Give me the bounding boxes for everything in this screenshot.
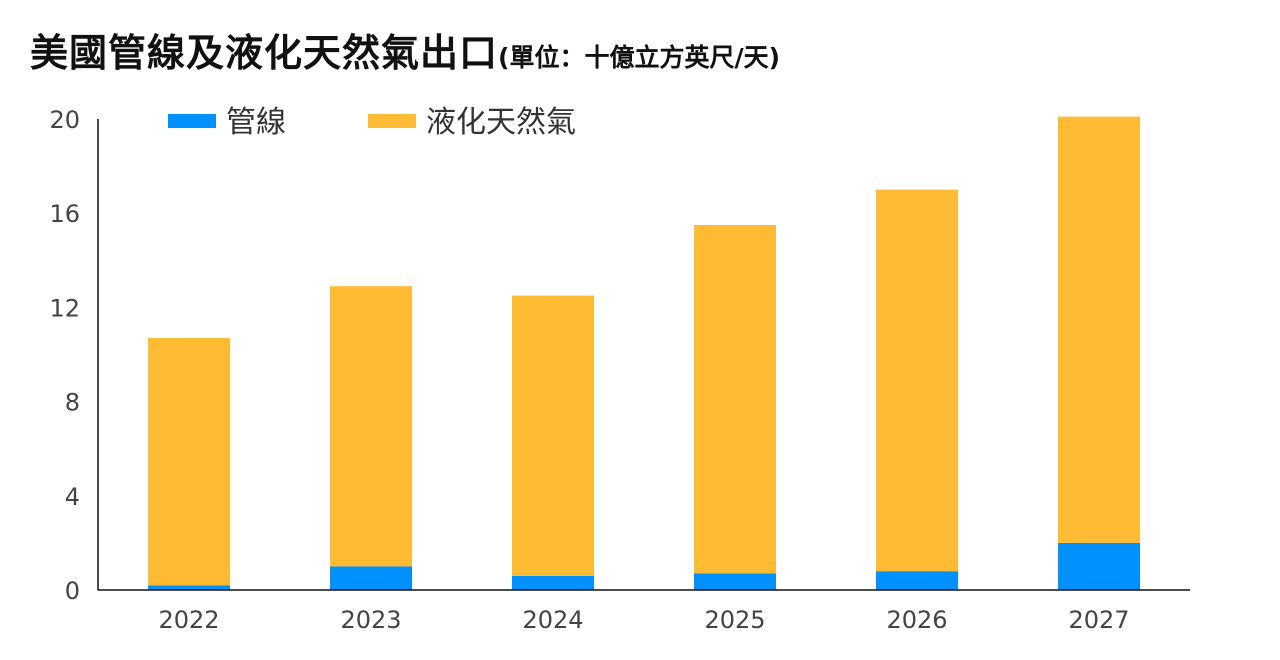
y-tick-label: 20	[49, 106, 80, 134]
bar-segment-pipeline-2027	[1058, 542, 1140, 590]
legend-swatch-lng	[368, 114, 416, 128]
x-tick-label: 2024	[522, 606, 583, 634]
x-tick-label: 2022	[158, 606, 219, 634]
y-tick-label: 12	[49, 294, 80, 322]
bar-segment-pipeline-2025	[694, 573, 776, 590]
x-tick-label: 2026	[886, 606, 947, 634]
bar-segment-lng-2027	[1058, 116, 1140, 543]
legend-swatch-pipeline	[168, 114, 216, 128]
x-tick-label: 2023	[340, 606, 401, 634]
x-tick-label: 2025	[704, 606, 765, 634]
bars	[148, 116, 1140, 590]
y-tick-label: 8	[65, 389, 80, 417]
bar-segment-pipeline-2026	[876, 571, 958, 590]
x-tick-label: 2027	[1068, 606, 1129, 634]
bar-segment-pipeline-2024	[512, 575, 594, 590]
bar-segment-lng-2024	[512, 295, 594, 576]
x-axis-labels: 2022 2023 2024 2025 2026 2027	[158, 606, 1129, 634]
bar-segment-pipeline-2023	[330, 566, 412, 590]
bar-segment-lng-2022	[148, 338, 230, 586]
bar-segment-lng-2023	[330, 286, 412, 567]
y-axis-labels: 0 4 8 12 16 20	[49, 106, 80, 605]
legend: 管線 液化天然氣	[168, 105, 576, 140]
y-tick-label: 4	[65, 483, 80, 511]
y-tick-label: 16	[49, 200, 80, 228]
chart-title: 美國管線及液化天然氣出口(單位：十億立方英尺/天)	[30, 22, 780, 77]
legend-label-lng: 液化天然氣	[426, 105, 576, 140]
legend-label-pipeline: 管線	[226, 105, 286, 140]
bar-segment-pipeline-2022	[148, 585, 230, 590]
bar-segment-lng-2026	[876, 189, 958, 572]
subtitle: (單位：十億立方英尺/天)	[498, 43, 780, 72]
title: 美國管線及液化天然氣出口	[30, 31, 499, 75]
bar-segment-lng-2025	[694, 224, 776, 574]
y-tick-label: 0	[65, 577, 80, 605]
